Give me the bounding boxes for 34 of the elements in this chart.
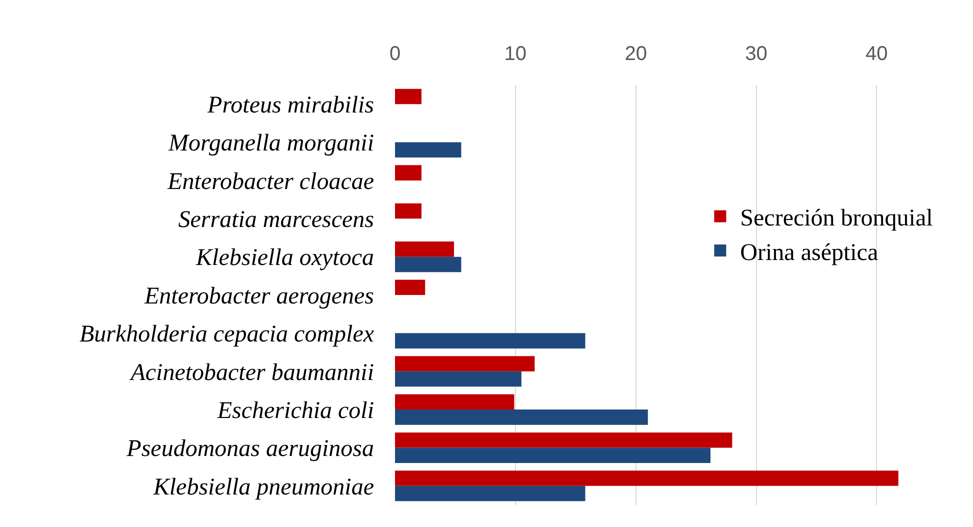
x-tick-label: 40 [866,43,888,65]
bar [395,142,462,158]
x-tick-label: 20 [624,43,647,65]
bar [395,410,648,425]
bar [395,88,422,104]
x-tick-label: 30 [745,43,768,65]
y-tick-label: Acinetobacter baumannii [128,360,374,386]
bar [395,203,422,219]
y-tick-label: Burkholderia cepacia complex [79,322,374,348]
y-tick-label: Enterobacter aerogenes [144,283,374,310]
bar [395,448,710,463]
bar [395,432,732,448]
y-tick-label: Proteus mirabilis [206,92,374,118]
legend-label: Orina aséptica [740,240,878,266]
y-tick-label: Serratia marcescens [178,207,374,234]
x-tick-label: 0 [389,43,401,65]
y-tick-label: Escherichia coli [216,398,374,424]
y-tick-label: Enterobacter cloacae [166,168,374,195]
x-tick-label: 10 [504,43,527,65]
y-tick-label: Klebsiella oxytoca [195,245,374,272]
y-tick-label: Klebsiella pneumoniae [152,474,374,500]
bar [395,333,586,348]
bar [395,280,426,295]
bar [395,486,586,502]
bar [395,165,422,180]
y-tick-label: Pseudomonas aeruginosa [126,436,374,462]
bar [395,371,522,387]
bar [395,242,454,257]
legend-label: Secreción bronquial [740,206,934,232]
bar [395,256,462,272]
y-tick-label: Morganella morganii [167,130,374,157]
bar [395,356,535,372]
bar [395,470,898,486]
bar [395,394,514,410]
